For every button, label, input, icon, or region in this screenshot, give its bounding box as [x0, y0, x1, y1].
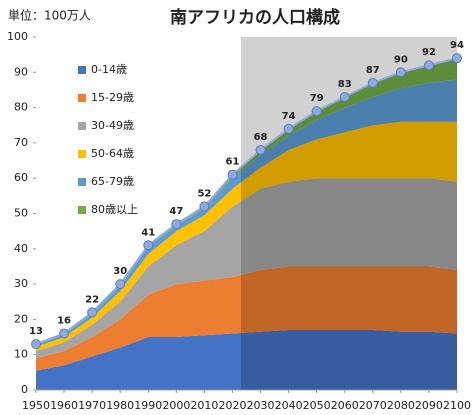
total-marker	[87, 307, 98, 318]
area	[36, 329, 457, 390]
total-label: 61	[226, 157, 240, 168]
total-marker	[311, 106, 322, 117]
total-label: 74	[282, 111, 296, 122]
y-tick-label: 40	[14, 242, 28, 255]
area	[36, 121, 457, 352]
x-tick-label: 1960	[50, 399, 78, 412]
total-marker	[143, 240, 154, 251]
total-label: 30	[113, 266, 127, 277]
x-tick-label: 1990	[134, 399, 162, 412]
total-label: 16	[57, 316, 71, 327]
total-marker	[255, 144, 266, 155]
total-label: 90	[394, 54, 408, 65]
total-label: 68	[254, 132, 268, 143]
total-label: 22	[85, 294, 99, 305]
total-label: 47	[169, 206, 183, 217]
legend-swatch	[78, 150, 86, 158]
x-tick-label: 2020	[218, 399, 246, 412]
areas	[36, 58, 457, 390]
y-tick-label: 100	[7, 30, 28, 43]
y-tick-label: 30	[14, 277, 28, 290]
x-tick-label: 2050	[303, 399, 331, 412]
legend-label: 0-14歳	[91, 63, 127, 76]
x-tick-label: 2080	[387, 399, 415, 412]
y-tick-label: 60	[14, 171, 28, 184]
total-label: 41	[141, 227, 155, 238]
total-marker	[171, 219, 182, 230]
unit-label: 単位：100万人	[8, 8, 91, 23]
total-marker	[367, 77, 378, 88]
total-marker	[31, 339, 41, 350]
x-tick-label: 2070	[359, 399, 387, 412]
total-marker	[452, 53, 462, 64]
total-marker	[227, 169, 238, 180]
legend-label: 80歳以上	[91, 203, 138, 216]
x-tick-label: 2000	[162, 399, 190, 412]
area	[36, 178, 457, 359]
legend-swatch	[78, 94, 86, 102]
total-label: 94	[450, 40, 464, 51]
chart-title: 南アフリカの人口構成	[170, 7, 340, 28]
total-marker	[423, 60, 434, 71]
legend-label: 30-49歳	[91, 119, 134, 132]
total-label: 87	[366, 65, 380, 76]
x-tick-label: 2060	[331, 399, 359, 412]
y-tick-label: 20	[14, 312, 28, 325]
total-marker	[115, 279, 126, 290]
total-marker	[59, 328, 70, 339]
total-marker	[395, 67, 406, 78]
legend-label: 65-79歳	[91, 175, 134, 188]
legend-swatch	[78, 66, 86, 74]
total-marker	[339, 92, 350, 103]
y-tick-label: 90	[14, 65, 28, 78]
legend-label: 50-64歳	[91, 147, 134, 160]
legend-swatch	[78, 206, 86, 214]
total-label: 92	[422, 47, 436, 58]
y-tick-label: 0	[21, 383, 28, 396]
total-marker	[199, 201, 210, 212]
x-tick-label: 1980	[106, 399, 134, 412]
legend-swatch	[78, 178, 86, 186]
y-tick-label: 70	[14, 136, 28, 149]
y-tick-label: 80	[14, 101, 28, 114]
legend-swatch	[78, 122, 86, 130]
total-marker	[283, 123, 294, 134]
total-label: 83	[338, 79, 352, 90]
x-tick-label: 2030	[247, 399, 275, 412]
area	[36, 266, 457, 371]
y-tick-label: 50	[14, 207, 28, 220]
x-tick-label: 2010	[190, 399, 218, 412]
area	[36, 79, 457, 347]
total-label: 79	[310, 93, 324, 104]
x-tick-label: 2040	[275, 399, 303, 412]
total-label: 13	[29, 326, 43, 337]
y-tick-label: 10	[14, 348, 28, 361]
total-label: 52	[197, 188, 211, 199]
x-tick-label: 2090	[415, 399, 443, 412]
x-tick-label: 1970	[78, 399, 106, 412]
x-tick-label: 1950	[22, 399, 50, 412]
legend-label: 15-29歳	[91, 91, 134, 104]
total-line	[35, 57, 458, 346]
x-tick-label: 2100	[443, 399, 471, 412]
